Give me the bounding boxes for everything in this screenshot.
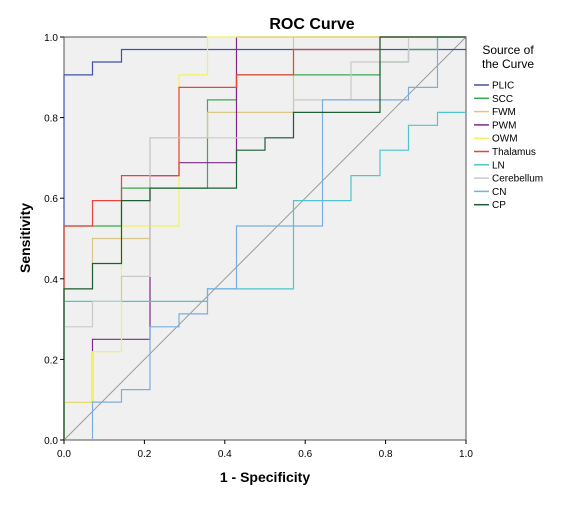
reference-diagonal bbox=[63, 36, 467, 441]
x-tick-label: 0.8 bbox=[379, 449, 393, 460]
x-tick-label: 0.4 bbox=[218, 449, 232, 460]
x-axis-ticks: 0.0 0.2 0.4 0.6 0.8 1.0 bbox=[57, 440, 473, 460]
reference-line bbox=[63, 36, 467, 441]
x-axis-label: 1 - Specificity bbox=[220, 469, 310, 485]
legend: Source of the Curve PLIC SCC FWM PWM OWM Thal… bbox=[474, 43, 543, 211]
series-line-thalamus bbox=[63, 36, 466, 440]
legend-label-scc: SCC bbox=[492, 94, 513, 105]
legend-label-fwm: FWM bbox=[492, 107, 516, 118]
legend-label-pwm: PWM bbox=[492, 120, 516, 131]
legend-label-thalamus: Thalamus bbox=[492, 147, 536, 158]
y-tick-label: 1.0 bbox=[44, 33, 58, 44]
legend-label-ln: LN bbox=[492, 160, 505, 171]
x-tick-label: 0.2 bbox=[137, 449, 151, 460]
chart-title: ROC Curve bbox=[269, 16, 354, 33]
series-line-cp bbox=[63, 36, 466, 440]
y-tick-label: 0.0 bbox=[44, 436, 58, 447]
y-tick-label: 0.6 bbox=[44, 194, 58, 205]
series-layer bbox=[63, 36, 466, 440]
y-tick-label: 0.2 bbox=[44, 355, 58, 366]
legend-label-owm: OWM bbox=[492, 134, 518, 145]
legend-label-cp: CP bbox=[492, 200, 506, 211]
legend-items: PLIC SCC FWM PWM OWM Thalamus LN Cerebellum CN CP bbox=[474, 81, 543, 211]
y-tick-label: 0.8 bbox=[44, 114, 58, 125]
series-line-cerebellum bbox=[63, 36, 466, 440]
y-tick-label: 0.4 bbox=[44, 275, 58, 286]
x-tick-label: 0.0 bbox=[57, 449, 71, 460]
x-tick-label: 0.6 bbox=[298, 449, 312, 460]
legend-title-line1: Source of bbox=[482, 43, 534, 57]
series-line-cn bbox=[91, 36, 466, 440]
y-axis-ticks: 0.0 0.2 0.4 0.6 0.8 1.0 bbox=[44, 33, 64, 447]
y-axis-label: Sensitivity bbox=[17, 203, 33, 273]
x-tick-label: 1.0 bbox=[459, 449, 473, 460]
legend-label-cerebellum: Cerebellum bbox=[492, 174, 543, 185]
series-line-plic bbox=[63, 48, 466, 440]
series-line-ln bbox=[63, 111, 466, 440]
legend-title-line2: the Curve bbox=[482, 57, 534, 71]
legend-label-cn: CN bbox=[492, 187, 506, 198]
legend-label-plic: PLIC bbox=[492, 81, 514, 92]
